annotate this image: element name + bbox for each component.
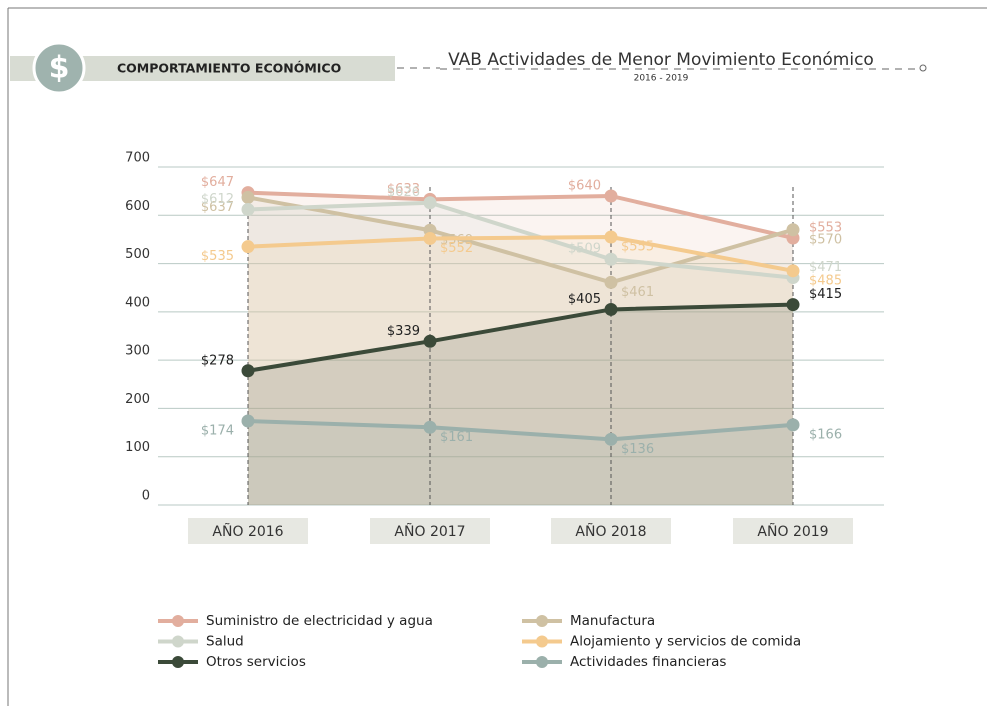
legend-label: Suministro de electricidad y agua — [206, 613, 433, 629]
x-tick-label: AÑO 2019 — [757, 523, 828, 540]
value-label: $471 — [809, 260, 842, 275]
area — [248, 304, 793, 505]
y-tick-label: 200 — [125, 392, 150, 407]
value-label: $405 — [568, 292, 601, 307]
value-label: $633 — [387, 182, 420, 197]
legend-swatch — [172, 656, 184, 668]
series-line — [247, 200, 794, 280]
point — [241, 364, 255, 378]
point — [786, 223, 800, 237]
y-tick-label: 400 — [125, 295, 150, 310]
point — [241, 190, 255, 204]
area — [248, 420, 793, 505]
area — [248, 202, 793, 505]
legend-label: Alojamiento y servicios de comida — [570, 634, 801, 650]
point — [604, 230, 618, 244]
icon: $ — [49, 51, 70, 86]
point — [423, 196, 437, 210]
category-box — [188, 518, 308, 544]
y-tick-label: 600 — [125, 199, 150, 214]
series-line — [247, 418, 794, 442]
y-tick-label: 700 — [125, 151, 150, 166]
value-label: $509 — [568, 242, 601, 257]
value-label: $166 — [809, 427, 842, 442]
x-tick-label: AÑO 2016 — [212, 523, 283, 540]
value-label: $612 — [201, 192, 234, 207]
series-line — [247, 235, 794, 273]
point — [786, 264, 800, 278]
point — [423, 231, 437, 245]
value-label: $485 — [809, 273, 842, 288]
value-label: $555 — [621, 240, 654, 255]
series-line — [247, 302, 794, 373]
point — [241, 240, 255, 254]
series-line — [247, 190, 794, 240]
y-tick-label: 500 — [125, 247, 150, 262]
chart-subtitle: 2016 - 2019 — [634, 74, 689, 84]
point — [604, 275, 618, 289]
chart-title: VAB Actividades de Menor Movimiento Econ… — [448, 50, 874, 70]
x-tick-label: AÑO 2017 — [394, 523, 465, 540]
x-tick-label: AÑO 2018 — [575, 523, 646, 540]
legend-swatch — [172, 615, 184, 627]
point — [423, 420, 437, 434]
divider-end — [919, 64, 927, 72]
category-box — [551, 518, 671, 544]
value-label: $640 — [568, 178, 601, 193]
area — [248, 197, 793, 506]
value-label: $174 — [201, 423, 234, 438]
value-label: $278 — [201, 353, 234, 368]
point — [604, 302, 618, 316]
legend-swatch — [536, 656, 548, 668]
point — [604, 252, 618, 266]
legend-label: Salud — [206, 634, 244, 650]
y-tick-label: 0 — [142, 489, 150, 504]
point — [241, 202, 255, 216]
point — [786, 298, 800, 312]
value-label: $552 — [440, 241, 473, 256]
value-label: $626 — [387, 185, 420, 200]
legend-swatch — [536, 635, 548, 648]
point — [604, 189, 618, 203]
section-title: COMPORTAMIENTO ECONÓMICO — [117, 61, 341, 76]
point — [423, 334, 437, 348]
value-label: $339 — [387, 324, 420, 339]
value-label: $461 — [621, 285, 654, 300]
value-label: $570 — [809, 232, 842, 247]
icon-circle — [32, 41, 86, 95]
legend-label: Manufactura — [570, 613, 655, 629]
value-label: $637 — [201, 200, 234, 215]
legend-label: Actividades financieras — [570, 654, 726, 670]
point — [241, 414, 255, 428]
area — [248, 237, 793, 505]
legend-swatch — [536, 615, 548, 627]
category-box — [733, 518, 853, 544]
value-label: $415 — [809, 287, 842, 302]
legend-label: Otros servicios — [206, 654, 306, 670]
y-tick-label: 300 — [125, 344, 150, 359]
legend-swatch — [172, 635, 184, 648]
category-box — [370, 518, 490, 544]
value-label: $161 — [440, 430, 473, 445]
value-label: $535 — [201, 249, 234, 264]
series-line — [247, 195, 794, 285]
value-label: $136 — [621, 442, 654, 457]
value-label: $553 — [809, 220, 842, 235]
y-tick-label: 100 — [125, 440, 150, 455]
value-label: $647 — [201, 175, 234, 190]
point — [604, 432, 618, 446]
point — [786, 418, 800, 432]
